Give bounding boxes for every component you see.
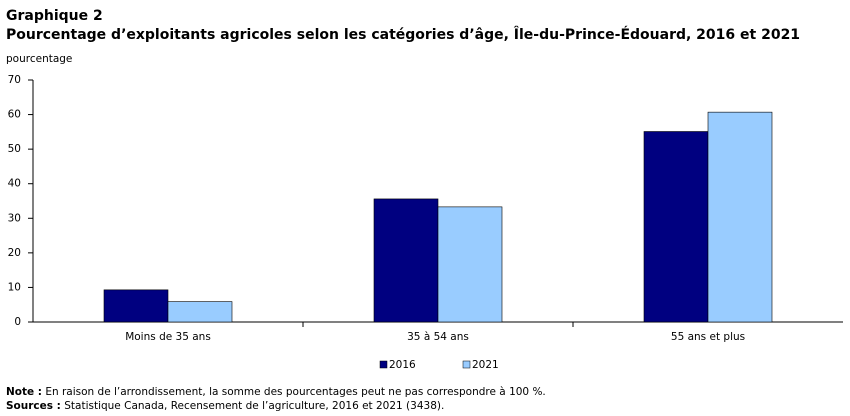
x-tick-label: Moins de 35 ans — [125, 331, 211, 343]
chart-title: Pourcentage d’exploitants agricoles selo… — [6, 26, 800, 43]
legend-swatch — [462, 360, 471, 369]
y-tick-label: 40 — [8, 178, 21, 190]
bar — [373, 198, 439, 323]
y-axis-title: pourcentage — [6, 53, 72, 65]
chart-label: Graphique 2 — [6, 8, 103, 24]
x-tick-label: 35 à 54 ans — [407, 331, 469, 343]
legend-label: 2016 — [389, 359, 416, 371]
note-label: Note : — [6, 386, 42, 398]
bar — [167, 301, 233, 323]
sources-text: Statistique Canada, Recensement de l’agr… — [64, 400, 444, 412]
y-tick-label: 30 — [8, 212, 21, 224]
legend-swatch — [379, 360, 388, 369]
bar — [103, 289, 169, 323]
legend-label: 2021 — [472, 359, 499, 371]
y-tick-label: 70 — [8, 74, 21, 86]
sources-label: Sources : — [6, 400, 61, 412]
bar — [643, 131, 709, 323]
y-tick-label: 20 — [8, 247, 21, 259]
bar — [707, 111, 773, 323]
sources: Sources : Statistique Canada, Recensemen… — [6, 400, 444, 412]
bar — [437, 206, 503, 323]
y-tick-label: 10 — [8, 281, 21, 293]
x-tick-label: 55 ans et plus — [671, 331, 745, 343]
note: Note : En raison de l’arrondissement, la… — [6, 386, 546, 398]
note-text: En raison de l’arrondissement, la somme … — [45, 386, 545, 398]
y-tick-label: 0 — [14, 316, 21, 328]
y-tick-label: 60 — [8, 109, 21, 121]
y-tick-label: 50 — [8, 143, 21, 155]
